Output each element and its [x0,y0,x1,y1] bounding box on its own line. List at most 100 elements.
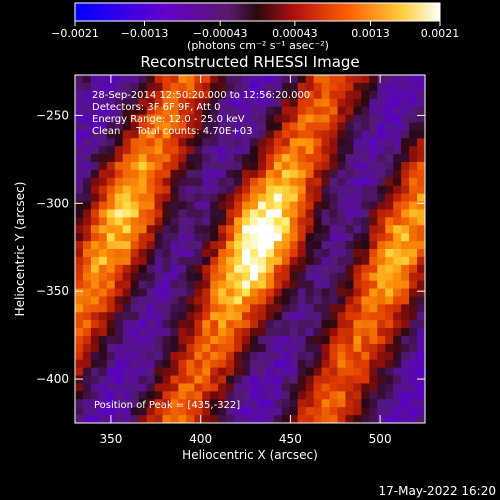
heatmap-cell [393,169,402,179]
heatmap-cell [281,296,291,305]
heatmap-cell [146,391,156,400]
heatmap-cell [250,415,259,423]
heatmap-cell [122,98,132,108]
heatmap-cell [226,82,235,92]
heatmap-cell [393,138,402,147]
heatmap-cell [178,169,187,179]
heatmap-cell [242,106,251,116]
heatmap-cell [122,146,132,155]
heatmap-cell [146,98,156,108]
heatmap-cell [178,249,187,258]
heatmap-cell [297,280,307,290]
heatmap-cell [401,233,410,242]
heatmap-cell [369,146,378,155]
heatmap-cell [265,272,275,282]
heatmap-cell [106,272,116,282]
heatmap-cell [98,162,108,171]
heatmap-cell [393,162,402,171]
heatmap-cell [361,296,370,305]
heatmap-cell [313,249,323,258]
heatmap-cell [114,351,124,361]
heatmap-cell [369,185,378,195]
heatmap-cell [321,280,331,290]
heatmap-cell [305,225,315,234]
heatmap-cell [138,177,148,187]
heatmap-cell [82,351,92,361]
heatmap-cell [297,193,307,203]
heatmap-cell [114,201,124,211]
heatmap-cell [114,264,124,274]
heatmap-cell [114,169,124,179]
heatmap-cell [122,138,132,147]
heatmap-cell [82,177,92,187]
heatmap-cell [242,249,251,258]
heatmap-cell [321,98,331,108]
heatmap-cell [281,256,291,266]
heatmap-cell [186,367,195,377]
heatmap-cell [170,82,179,92]
heatmap-cell [210,209,219,218]
heatmap-cell [210,106,219,116]
heatmap-cell [130,320,140,329]
heatmap-cell [337,391,347,400]
x-tick-label: 400 [189,432,212,446]
heatmap-cell [162,399,172,408]
heatmap-cell [138,249,148,258]
heatmap-cell [146,336,156,345]
heatmap-cell [90,415,100,423]
heatmap-cell [401,272,410,282]
heatmap-cell [202,280,211,290]
heatmap-cell [401,169,410,179]
heatmap-cell [98,193,108,203]
heatmap-cell [273,90,283,100]
heatmap-cell [273,185,283,195]
heatmap-cell [281,336,291,345]
heatmap-cell [114,296,124,305]
heatmap-cell [186,138,195,147]
heatmap-cell [82,169,92,179]
heatmap-cell [393,336,402,345]
heatmap-cell [146,75,156,84]
heatmap-cell [361,383,370,392]
colorbar-tick-labels: −0.0021 −0.0013 −0.00043 0.00043 0.0013 0.002… [51,27,459,40]
heatmap-cell [218,138,227,147]
heatmap-cell [106,130,116,139]
heatmap-cell [289,138,299,147]
heatmap-cell [98,169,108,179]
heatmap-cell [250,336,259,345]
heatmap-cell [385,162,394,171]
heatmap-cell [194,280,203,290]
heatmap-cell [377,233,386,242]
heatmap-cell [417,383,425,392]
heatmap-cell [202,288,211,298]
heatmap-cell [170,399,179,408]
heatmap-cell [186,336,195,345]
heatmap-cell [122,320,132,329]
heatmap-cell [289,249,299,258]
heatmap-cell [106,146,116,155]
heatmap-cell [202,359,211,369]
heatmap-cell [82,304,92,313]
heatmap-cell [401,415,410,423]
heatmap-cell [345,138,354,147]
heatmap-cell [154,320,164,329]
heatmap-cell [234,391,243,400]
heatmap-cell [250,193,259,203]
heatmap-cell [313,320,323,329]
heatmap-cell [345,217,354,226]
heatmap-cell [122,122,132,131]
heatmap-cell [273,130,283,139]
heatmap-cell [90,130,100,139]
heatmap-cell [170,383,179,392]
heatmap-cell [329,225,339,234]
heatmap-cell [321,343,331,353]
heatmap-cell [289,177,299,187]
heatmap-cell [417,312,425,321]
heatmap-cell [369,312,378,321]
heatmap-cell [186,177,195,187]
heatmap-cell [345,106,354,116]
heatmap-cell [329,138,339,147]
heatmap-cell [226,217,235,226]
heatmap-cell [289,264,299,274]
heatmap-cell [154,399,164,408]
